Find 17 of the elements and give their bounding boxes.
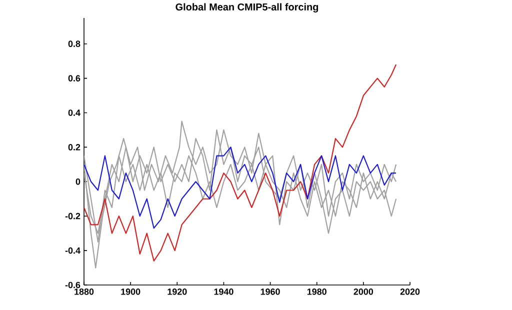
y-tick-label: -0.6 (65, 282, 80, 288)
y-tick-label: -0.2 (65, 212, 80, 220)
y-tick-label: 0.4 (68, 110, 80, 116)
y-tick-label: 0.6 (68, 75, 80, 82)
x-tick-label: 1940 (214, 288, 234, 295)
y-tick-label: 0.8 (68, 40, 80, 48)
x-tick-label: 1920 (168, 288, 187, 295)
x-tick-label: 2020 (400, 288, 420, 295)
x-tick-label: 1960 (260, 288, 280, 295)
x-tick-label: 1980 (307, 288, 326, 295)
y-tick-label: 0.2 (68, 144, 80, 150)
x-tick-label: 2000 (354, 288, 374, 295)
x-tick-label: 1900 (121, 288, 140, 295)
x-tick-label: 1880 (74, 288, 94, 295)
y-tick-label: -0.4 (65, 247, 80, 254)
y-tick-label: 0 (76, 178, 80, 185)
chart-title: Global Mean CMIP5-all forcing (176, 3, 318, 13)
